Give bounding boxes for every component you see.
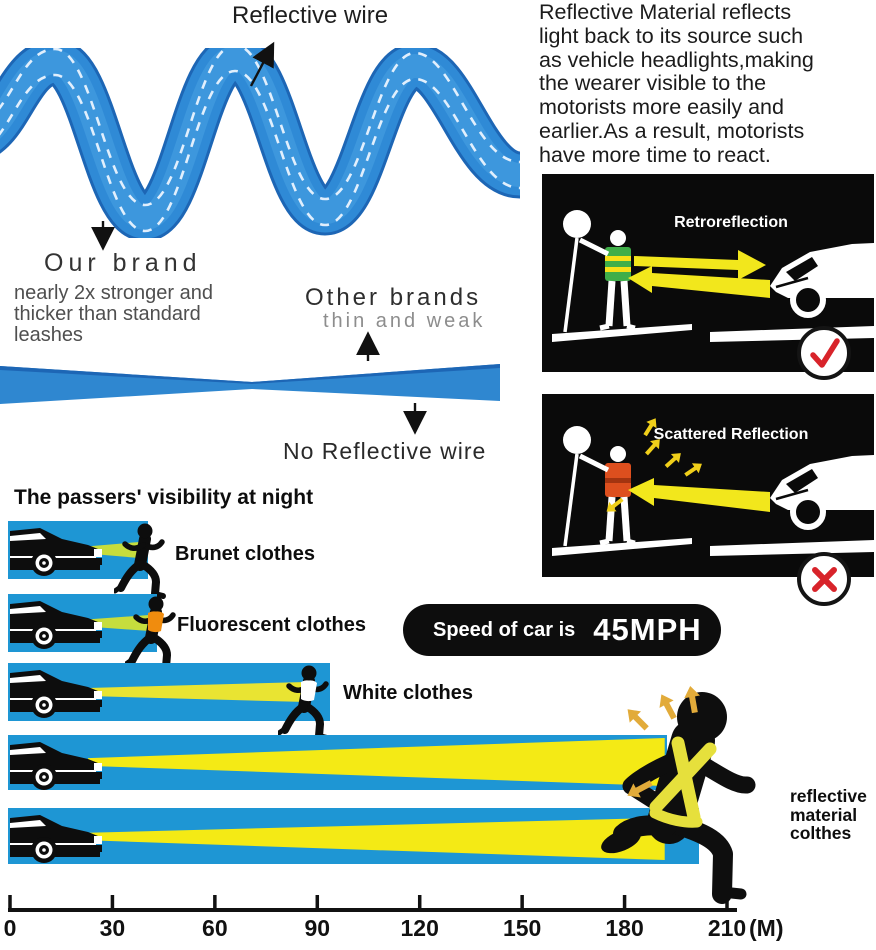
annotation-arrows	[91, 41, 427, 435]
scattered-reflection-panel: Scattered Reflection	[542, 394, 874, 577]
axis-tick-label: 90	[304, 915, 330, 941]
scattered-reflection-title: Scattered Reflection	[653, 426, 809, 443]
runner-fluorescent	[124, 596, 177, 672]
retroreflection-scene	[552, 210, 874, 342]
road-band	[8, 594, 157, 652]
worker-figure	[563, 210, 636, 333]
runner-white	[278, 665, 331, 741]
no-reflective-wire-label: No Reflective wire	[283, 438, 487, 464]
axis-tick-label: 60	[202, 915, 228, 941]
speed-badge: Speed of car is 45MPH	[403, 604, 721, 656]
headlight-beam	[88, 738, 665, 786]
speed-badge-value: 45MPH	[593, 612, 702, 647]
visibility-row-white	[0, 663, 876, 741]
reflective-stitch-lines	[0, 48, 520, 233]
check-icon	[810, 338, 840, 368]
check-badge	[797, 326, 851, 380]
scatter-arrows	[606, 418, 702, 512]
intro-paragraph: Reflective Material reflects light back …	[539, 0, 814, 167]
axis-tick-label: 210	[708, 915, 746, 941]
runner-reflective	[601, 686, 756, 904]
our-brand-description: nearly 2x stronger and thicker than stan…	[14, 282, 214, 346]
light-arrow-return	[628, 266, 770, 298]
our-brand-title: Our brand	[44, 249, 202, 277]
headlight-beam	[628, 478, 770, 512]
car-icon	[10, 815, 102, 863]
visibility-row-fluorescent	[0, 594, 876, 672]
axis-unit-label: (M)	[749, 915, 783, 941]
reflective-ribbon-coil	[0, 48, 520, 238]
road-band	[8, 663, 331, 721]
runner-brunet	[114, 523, 167, 599]
distance-axis: (M) 0 30 60 90 120 150 180 210	[4, 895, 783, 941]
visibility-row-reflective-lower	[0, 808, 876, 864]
worker-figure	[563, 426, 636, 547]
headlight-beam	[88, 682, 307, 702]
visibility-row-brunet	[0, 521, 876, 599]
axis-tick-label: 0	[4, 915, 17, 941]
thin-ribbon	[0, 364, 500, 404]
reflective-wire-label: Reflective wire	[232, 2, 389, 29]
speed-badge-prefix: Speed of car is	[433, 618, 576, 641]
arrow-to-reflective-wire	[249, 41, 275, 87]
ground-line	[552, 538, 692, 556]
row-label-reflective: reflective material colthes	[790, 786, 867, 843]
cross-badge	[797, 552, 851, 606]
road-band	[8, 735, 667, 790]
car-icon	[10, 528, 102, 576]
reflection-arrows	[627, 686, 700, 798]
cross-icon	[812, 567, 837, 592]
axis-tick-label: 30	[100, 915, 126, 941]
car-icon	[10, 742, 102, 790]
row-label-brunet: Brunet clothes	[175, 543, 316, 565]
reflective-harness	[649, 736, 717, 828]
row-label-fluorescent: Fluorescent clothes	[177, 614, 366, 636]
headlight-beam	[88, 817, 665, 860]
road-band	[8, 808, 699, 864]
axis-tick-label: 150	[503, 915, 541, 941]
ground-line	[710, 540, 874, 556]
row-label-white: White clothes	[343, 682, 474, 704]
other-brands-title: Other brands	[305, 284, 482, 311]
chart-title: The passers' visibility at night	[14, 486, 314, 509]
scattered-reflection-scene	[552, 418, 874, 556]
axis-tick-label: 180	[605, 915, 643, 941]
car-silhouette	[770, 455, 874, 530]
retroreflection-title: Retroreflection	[674, 214, 788, 231]
visibility-row-reflective-upper	[0, 735, 876, 790]
axis-tick-label: 120	[401, 915, 439, 941]
light-arrow-out	[634, 250, 766, 280]
other-brands-subtitle: thin and weak	[323, 310, 486, 332]
ground-line	[552, 324, 692, 342]
car-icon	[10, 670, 102, 718]
road-band	[8, 521, 149, 579]
car-icon	[10, 601, 102, 649]
car-silhouette	[770, 243, 874, 318]
